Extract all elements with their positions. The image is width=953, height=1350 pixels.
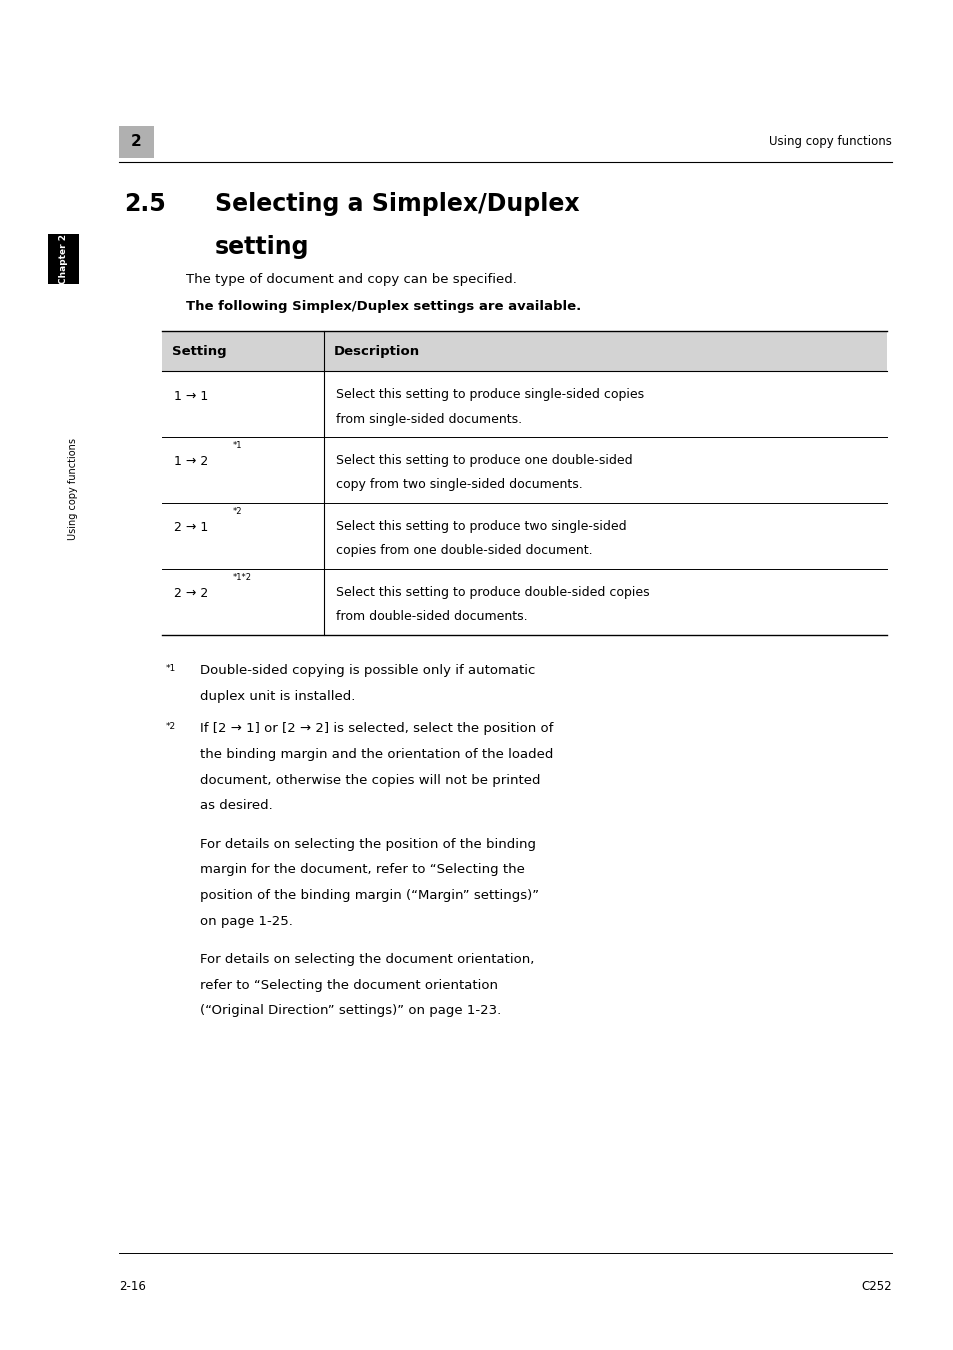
Text: copy from two single-sided documents.: copy from two single-sided documents. (335, 478, 582, 491)
Text: copies from one double-sided document.: copies from one double-sided document. (335, 544, 592, 558)
Text: *1: *1 (166, 664, 176, 674)
Text: Setting: Setting (172, 344, 226, 358)
Text: from single-sided documents.: from single-sided documents. (335, 413, 521, 425)
Text: *2: *2 (233, 508, 242, 516)
Text: Using copy functions: Using copy functions (69, 437, 78, 540)
Text: Select this setting to produce one double-sided: Select this setting to produce one doubl… (335, 454, 632, 467)
Text: The type of document and copy can be specified.: The type of document and copy can be spe… (186, 273, 517, 286)
Text: from double-sided documents.: from double-sided documents. (335, 610, 527, 622)
Text: *1*2: *1*2 (233, 572, 252, 582)
Text: For details on selecting the position of the binding: For details on selecting the position of… (200, 837, 536, 850)
Text: on page 1-25.: on page 1-25. (200, 915, 293, 927)
Text: the binding margin and the orientation of the loaded: the binding margin and the orientation o… (200, 748, 553, 761)
Text: 2 → 2: 2 → 2 (173, 587, 208, 599)
Text: Description: Description (334, 344, 419, 358)
Text: position of the binding margin (“Margin” settings)”: position of the binding margin (“Margin”… (200, 888, 538, 902)
Text: Select this setting to produce double-sided copies: Select this setting to produce double-si… (335, 586, 649, 598)
Text: 1 → 2: 1 → 2 (173, 455, 208, 468)
Text: Chapter 2: Chapter 2 (59, 234, 68, 284)
Text: document, otherwise the copies will not be printed: document, otherwise the copies will not … (200, 774, 540, 787)
Text: 2-16: 2-16 (119, 1280, 146, 1293)
Bar (162, 331, 886, 371)
Text: Double-sided copying is possible only if automatic: Double-sided copying is possible only if… (200, 664, 536, 678)
Text: Using copy functions: Using copy functions (768, 135, 891, 148)
Text: *2: *2 (166, 722, 176, 732)
Text: *1: *1 (233, 441, 242, 450)
Bar (48, 234, 79, 284)
Text: C252: C252 (861, 1280, 891, 1293)
Text: 2: 2 (131, 134, 142, 150)
Text: refer to “Selecting the document orientation: refer to “Selecting the document orienta… (200, 979, 497, 992)
Text: The following Simplex/Duplex settings are available.: The following Simplex/Duplex settings ar… (186, 300, 580, 313)
Text: Select this setting to produce two single-sided: Select this setting to produce two singl… (335, 520, 626, 533)
Bar (119, 126, 153, 158)
Text: Select this setting to produce single-sided copies: Select this setting to produce single-si… (335, 389, 643, 401)
Text: If [2 → 1] or [2 → 2] is selected, select the position of: If [2 → 1] or [2 → 2] is selected, selec… (200, 722, 553, 736)
Text: margin for the document, refer to “Selecting the: margin for the document, refer to “Selec… (200, 864, 525, 876)
Text: 2.5: 2.5 (124, 192, 166, 216)
Text: setting: setting (214, 235, 309, 259)
Text: For details on selecting the document orientation,: For details on selecting the document or… (200, 953, 534, 967)
Text: (“Original Direction” settings)” on page 1-23.: (“Original Direction” settings)” on page… (200, 1004, 501, 1018)
Text: 1 → 1: 1 → 1 (173, 390, 208, 402)
Text: 2 → 1: 2 → 1 (173, 521, 208, 535)
Text: Selecting a Simplex/Duplex: Selecting a Simplex/Duplex (214, 192, 578, 216)
Text: as desired.: as desired. (200, 799, 273, 813)
Text: duplex unit is installed.: duplex unit is installed. (200, 690, 355, 703)
